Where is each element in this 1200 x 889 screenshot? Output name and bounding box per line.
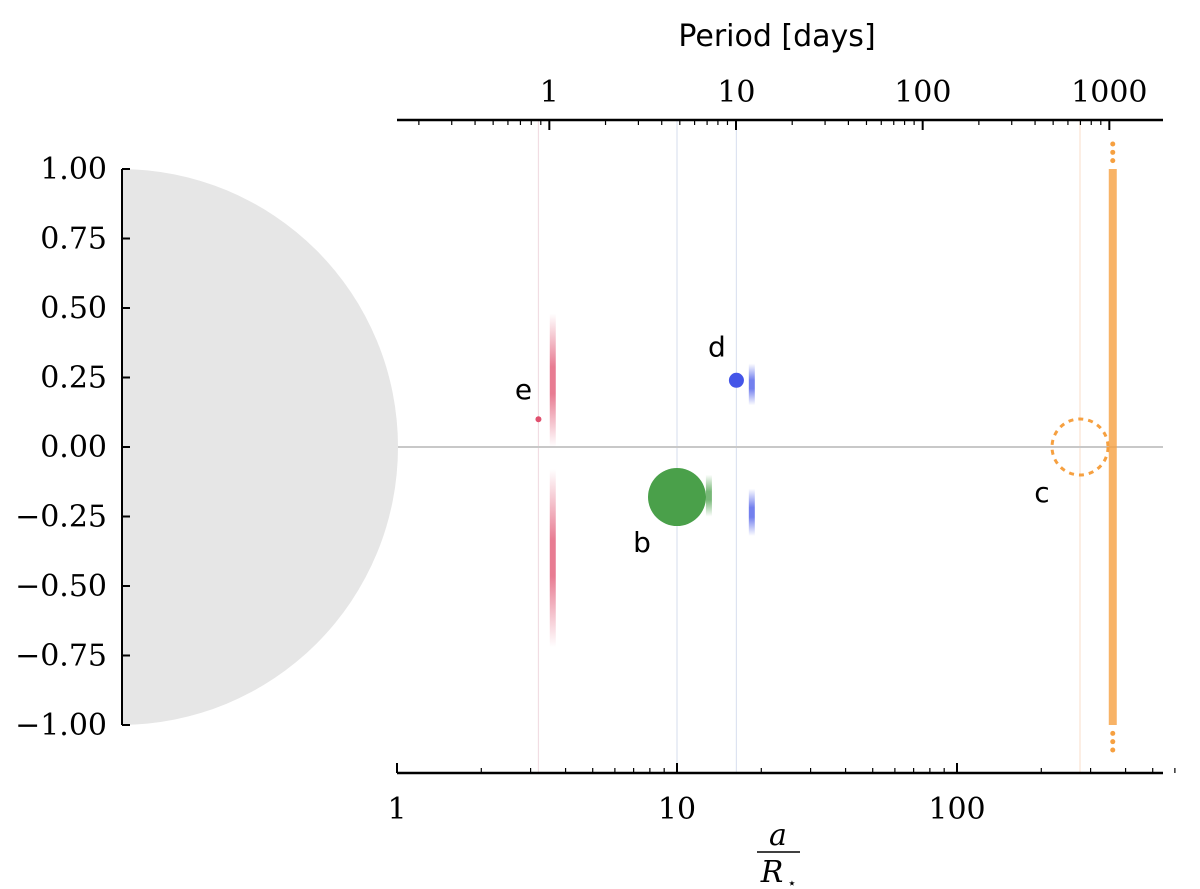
top-tick-label: 1000 xyxy=(1071,75,1147,110)
impact-distribution-bar xyxy=(748,488,755,536)
y-tick-label: 0.75 xyxy=(40,222,107,257)
y-tick-label: −0.75 xyxy=(15,639,107,674)
planet-b xyxy=(648,468,706,527)
impact-distributions xyxy=(549,141,1117,753)
top-tick-label: 100 xyxy=(894,75,951,110)
y-tick-label: −0.25 xyxy=(15,500,107,535)
dotted-extension xyxy=(1110,730,1116,736)
planet-d xyxy=(728,372,744,388)
y-tick-label: −1.00 xyxy=(15,708,107,743)
y-tick-label: 0.25 xyxy=(40,361,107,396)
x-axis-bottom: 1 10 100 xyxy=(387,763,1176,827)
y-tick-label: 0.50 xyxy=(40,291,107,326)
dotted-extension xyxy=(1110,747,1116,753)
planet-label-b: b xyxy=(633,526,651,559)
dotted-extension xyxy=(1110,141,1116,147)
x-tick-label: 100 xyxy=(928,792,985,827)
star-layer xyxy=(123,169,398,725)
x-axis-title-denominator: R xyxy=(760,855,784,889)
star-disc xyxy=(123,169,398,725)
planet-label-e: e xyxy=(515,373,532,406)
impact-distribution-bar xyxy=(549,313,556,447)
planet-e xyxy=(535,416,542,423)
planet-label-d: d xyxy=(708,330,726,363)
y-axis: 1.00 0.75 0.50 0.25 0.00 −0.25 −0.50 −0.75 −1.00 xyxy=(15,152,130,743)
y-tick-label: 1.00 xyxy=(40,152,107,187)
dotted-extension xyxy=(1110,739,1116,745)
top-tick-label: 10 xyxy=(717,75,755,110)
planet-label-c: c xyxy=(1034,476,1049,509)
impact-distribution-bar xyxy=(1108,169,1117,725)
impact-distribution-bar xyxy=(705,474,712,517)
top-axis-title: Period [days] xyxy=(678,19,875,54)
dotted-extension xyxy=(1110,158,1116,164)
x-axis-top: 1 10 100 1000 xyxy=(397,75,1163,130)
x-tick-label: 1 xyxy=(387,792,406,827)
y-tick-label: −0.50 xyxy=(15,569,107,604)
planets: e b d c xyxy=(515,330,1110,559)
y-tick-label: 0.00 xyxy=(40,430,107,465)
impact-distribution-bar xyxy=(549,469,556,648)
x-axis-title-subscript: ⋆ xyxy=(787,874,796,889)
x-tick-label: 10 xyxy=(658,792,696,827)
top-tick-label: 1 xyxy=(540,75,559,110)
x-axis-title: a R ⋆ xyxy=(757,818,800,889)
impact-distribution-bar xyxy=(748,363,755,406)
dotted-extension xyxy=(1110,149,1116,155)
x-axis-title-numerator: a xyxy=(769,818,787,853)
planet-c xyxy=(1050,417,1110,477)
